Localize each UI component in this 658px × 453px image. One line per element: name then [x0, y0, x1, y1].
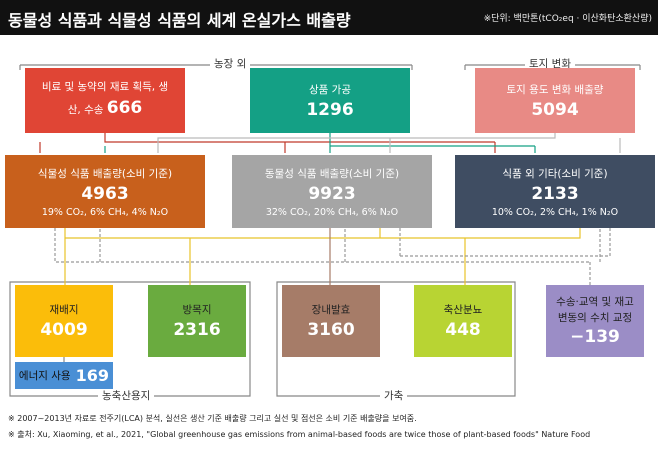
frame-farmland — [9, 281, 251, 397]
bottom-value: 4009 — [40, 320, 88, 340]
group-label-land-change: 토지 변화 — [525, 58, 575, 71]
energy-label: 에너지 사용 — [18, 370, 71, 382]
total-box-plant: 식물성 식품 배출량(소비 기준) 4963 19% CO₂, 6% CH₄, … — [5, 155, 205, 228]
bottom-value: 448 — [445, 320, 481, 340]
source-box-land-use: 토지 용도 변화 배출량 5094 — [475, 68, 635, 133]
total-gases: 32% CO₂, 20% CH₄, 6% N₂O — [265, 206, 399, 218]
bottom-label: 장내발효 — [311, 304, 351, 316]
red-connector — [39, 133, 496, 153]
total-value: 4963 — [81, 183, 129, 204]
bottom-box-pasture: 방목지 2316 — [148, 285, 246, 357]
bottom-box-manure: 축산분뇨 448 — [414, 285, 512, 357]
source-box-materials: 비료 및 농약의 재료 획득, 생산, 수송 666 — [25, 68, 185, 133]
energy-box: 에너지 사용 169 — [15, 362, 113, 389]
bottom-value: 2316 — [173, 320, 221, 340]
bottom-box-cropland: 재배지 4009 — [15, 285, 113, 357]
source-box-processing: 상품 가공 1296 — [250, 68, 410, 133]
total-gases: 19% CO₂, 6% CH₄, 4% N₂O — [41, 206, 169, 218]
bottom-label: 수송·교역 및 재고 변동의 수치 교정 — [556, 296, 634, 324]
bottom-label: 축산분뇨 — [443, 304, 483, 316]
title-bar — [0, 0, 658, 35]
total-box-animal: 동물성 식품 배출량(소비 기준) 9923 32% CO₂, 20% CH₄,… — [232, 155, 432, 228]
dashed-connector — [399, 228, 611, 257]
bottom-value: 3160 — [307, 320, 355, 340]
source-label: 토지 용도 변화 배출량 — [506, 83, 604, 96]
source-value: 666 — [106, 98, 143, 119]
teal-connector — [104, 133, 536, 153]
bottom-box-correction: 수송·교역 및 재고 변동의 수치 교정 −139 — [546, 285, 644, 357]
pink-connector — [157, 133, 621, 153]
total-gases: 10% CO₂, 2% CH₄, 1% N₂O — [491, 206, 619, 218]
footnote-method: ※ 2007~2013년 자료로 전주기(LCA) 분석, 실선은 생산 기준 … — [8, 414, 417, 423]
source-label: 비료 및 농약의 재료 획득, 생산, 수송 — [41, 80, 169, 117]
total-label: 식물성 식품 배출량(소비 기준) — [37, 167, 173, 180]
source-label: 상품 가공 — [309, 83, 351, 96]
page-title: 동물성 식품과 식물성 식품의 세계 온실가스 배출량 — [8, 11, 351, 30]
dashed-connector — [54, 228, 601, 285]
bottom-value: −139 — [570, 326, 620, 347]
group-label-off-farm: 농장 외 — [210, 58, 251, 71]
frame-livestock — [276, 281, 516, 397]
total-value: 9923 — [308, 183, 356, 204]
group-label-farmland: 농축산용지 — [98, 390, 155, 403]
total-label: 동물성 식품 배출량(소비 기준) — [264, 167, 400, 180]
source-value: 5094 — [531, 99, 579, 120]
energy-value: 169 — [75, 366, 110, 385]
source-value: 1296 — [306, 99, 354, 120]
total-value: 2133 — [531, 183, 579, 204]
yellow-connector — [64, 228, 581, 285]
group-label-livestock: 가축 — [380, 390, 408, 403]
unit-note: ※단위: 백만톤(tCO₂eq · 이산화탄소환산량) — [483, 14, 652, 24]
total-box-other: 식품 외 기타(소비 기준) 2133 10% CO₂, 2% CH₄, 1% … — [455, 155, 655, 228]
total-label: 식품 외 기타(소비 기준) — [502, 167, 608, 180]
bottom-box-enteric: 장내발효 3160 — [282, 285, 380, 357]
footnote-source: ※ 출처: Xu, Xiaoming, et al., 2021, "Globa… — [8, 430, 591, 439]
bottom-label: 방목지 — [182, 304, 212, 316]
bottom-label: 재배지 — [49, 304, 79, 316]
